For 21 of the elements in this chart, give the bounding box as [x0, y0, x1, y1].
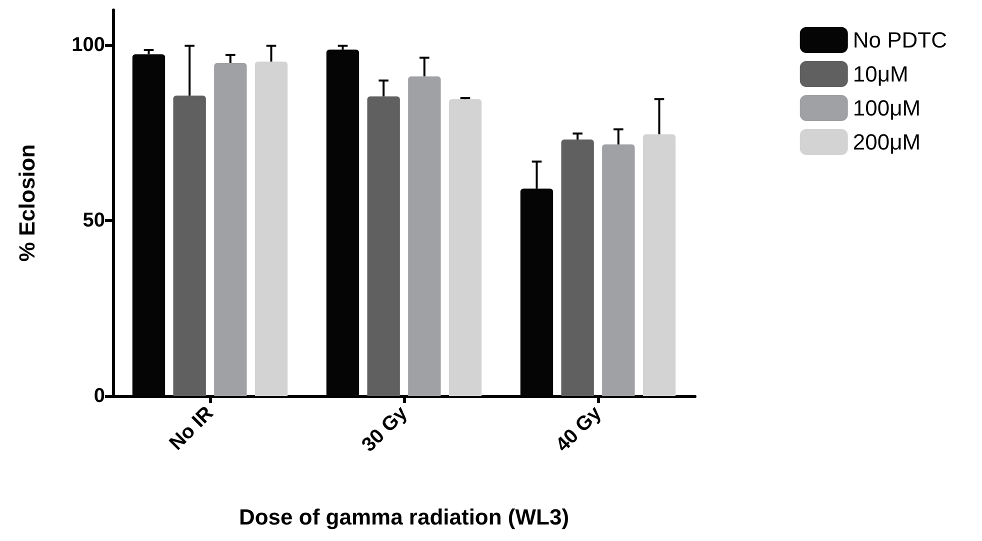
- x-tick-label: 30 Gy: [358, 402, 412, 456]
- bar: [367, 96, 400, 396]
- bar: [561, 139, 594, 396]
- x-axis-title: Dose of gamma radiation (WL3): [238, 504, 570, 530]
- bar: [254, 62, 288, 396]
- bar: [642, 134, 676, 396]
- y-tick-label: 0: [94, 385, 105, 407]
- x-tick-label: 40 Gy: [552, 402, 606, 456]
- y-tick-label: 100: [72, 34, 105, 56]
- legend-label: 100μM: [852, 96, 921, 120]
- bar: [448, 99, 482, 396]
- y-tick-label: 50: [82, 210, 105, 232]
- y-axis-title: % Eclosion: [14, 144, 40, 262]
- legend-label: No PDTC: [852, 28, 948, 52]
- bar: [602, 144, 635, 396]
- bar: [408, 76, 441, 396]
- x-tick-label: No IR: [165, 402, 218, 455]
- bar: [173, 96, 206, 396]
- bar: [214, 62, 247, 396]
- legend-label: 10μM: [852, 62, 908, 86]
- legend-label: 200μM: [852, 130, 921, 154]
